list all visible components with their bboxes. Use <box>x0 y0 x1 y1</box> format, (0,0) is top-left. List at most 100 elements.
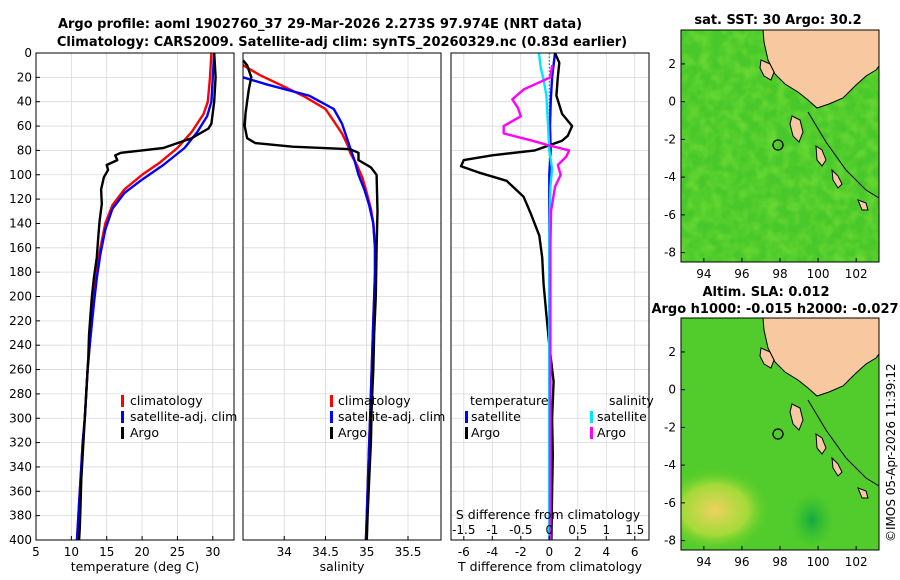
temperature-xticks: 5 10 15 20 25 30 <box>32 536 220 559</box>
map-y-tick-label: -2 <box>664 132 676 146</box>
x-tick-label: 20 <box>134 545 149 559</box>
legend-swatch-satellite-adj <box>330 411 333 423</box>
x-tick-label: 35.5 <box>395 545 422 559</box>
sla-island-simeulue <box>759 347 775 369</box>
map-x-tick-label: 100 <box>807 267 830 281</box>
y-tick-label: 340 <box>9 460 32 474</box>
y-tick-label: 300 <box>9 411 32 425</box>
legend-label-t-argo: Argo <box>471 425 500 440</box>
temperature-yticks: 0 20 40 60 80 100 120 140 160 180 200 220 240 260 280 3… <box>9 46 40 547</box>
sst-island-siberut <box>815 145 827 167</box>
x-tick-label: 34 <box>277 545 292 559</box>
legend-title-temperature: temperature <box>470 393 549 408</box>
y-tick-label: 280 <box>9 387 32 401</box>
legend-label-satellite-adj: satellite-adj. clim <box>338 409 445 424</box>
y-tick-label: 0 <box>24 46 32 60</box>
x-tick-label: 15 <box>99 545 114 559</box>
sla-map-title: Altim. SLA: 0.012 <box>703 285 830 300</box>
legend-swatch-t-argo <box>465 427 468 439</box>
salinity-grid <box>243 52 441 541</box>
y-tick-label: 240 <box>9 338 32 352</box>
legend-label-argo: Argo <box>338 425 367 440</box>
x-tick-label: 30 <box>205 545 220 559</box>
sst-island-nias <box>789 115 804 143</box>
y-tick-label: 40 <box>17 95 32 109</box>
sla-map-ticks: 94 96 98 100 102 -8 -6 -4 -2 0 2 <box>664 345 868 569</box>
x-tick-label: 5 <box>32 545 40 559</box>
series-line-salinity-argo <box>502 65 571 540</box>
x-tick-label: 35 <box>359 545 374 559</box>
credit-timestamp: ©IMOS 05-Apr-2026 11:39:12 <box>884 363 898 542</box>
y-tick-label: 160 <box>9 241 32 255</box>
x-tick-label: 25 <box>170 545 185 559</box>
difference-axes-box <box>450 52 650 541</box>
x-tick-label: 4 <box>602 545 610 559</box>
map-x-tick-label: 102 <box>845 267 868 281</box>
y-tick-label: 260 <box>9 363 32 377</box>
y-tick-label: 60 <box>17 119 32 133</box>
x-tick-label: 0 <box>545 545 553 559</box>
legend-label-s-satellite: satellite <box>597 409 647 424</box>
difference-panel: -6 -4 -2 0 2 4 6 -1.5 -1 -0.5 0 0.5 1 1.5 S differen… <box>450 52 654 574</box>
secondary-x-tick-label: 1 <box>602 523 610 537</box>
y-tick-label: 400 <box>9 533 32 547</box>
legend-swatch-satellite-adj <box>121 411 124 423</box>
secondary-x-tick-label: -1.5 <box>452 523 475 537</box>
sla-island-nias <box>789 403 804 431</box>
map-x-tick-label: 94 <box>696 267 711 281</box>
map-y-tick-label: 2 <box>668 345 676 359</box>
sla-island-pagai <box>831 456 843 477</box>
x-tick-label: 34.5 <box>312 545 339 559</box>
figure-title-line1: Argo profile: aoml 1902760_37 29-Mar-202… <box>58 17 582 32</box>
legend-swatch-s-satellite <box>590 411 593 423</box>
secondary-x-tick-label: -1 <box>486 523 498 537</box>
map-x-tick-label: 94 <box>696 555 711 569</box>
sst-map-title: sat. SST: 30 Argo: 30.2 <box>694 13 861 28</box>
x-tick-label: 2 <box>574 545 582 559</box>
y-tick-label: 120 <box>9 192 32 206</box>
legend-label-t-satellite: satellite <box>471 409 521 424</box>
sst-island-simeulue <box>759 59 775 81</box>
figure-title-line2: Climatology: CARS2009. Satellite-adj cli… <box>57 35 627 50</box>
sst-map-ticks: 94 96 98 100 102 -8 -6 -4 -2 0 2 <box>664 57 868 281</box>
y-tick-label: 180 <box>9 265 32 279</box>
sla-island-enggano <box>857 487 869 499</box>
difference-secondary-xlabel: S difference from climatology <box>456 507 641 522</box>
series-line-temperature-argo <box>459 52 574 541</box>
legend-swatch-argo <box>121 427 124 439</box>
map-x-tick-label: 96 <box>734 555 749 569</box>
legend-swatch-argo <box>330 427 333 439</box>
map-y-tick-label: -8 <box>664 246 676 260</box>
temperature-legend: climatology satellite-adj. clim Argo <box>121 393 237 440</box>
secondary-x-tick-label: 0 <box>545 523 553 537</box>
map-y-tick-label: -4 <box>664 170 676 184</box>
difference-xticks: -6 -4 -2 0 2 4 6 <box>458 536 639 559</box>
salinity-xlabel: salinity <box>320 559 365 574</box>
series-line-satellite-adj-clim <box>242 76 377 541</box>
series-line-argo <box>77 52 217 541</box>
sst-island-enggano <box>857 199 869 211</box>
sst-coastline <box>807 111 879 199</box>
legend-swatch-climatology <box>330 395 333 407</box>
legend-swatch-s-argo <box>590 427 593 439</box>
secondary-x-tick-label: 0.5 <box>568 523 587 537</box>
y-tick-label: 80 <box>17 143 32 157</box>
y-tick-label: 360 <box>9 484 32 498</box>
x-tick-label: 10 <box>64 545 79 559</box>
salinity-panel: 34 34.5 35 35.5 salinity climatology satell… <box>242 52 445 574</box>
map-y-tick-label: -8 <box>664 534 676 548</box>
salinity-legend: climatology satellite-adj. clim Argo <box>330 393 445 440</box>
legend-label-climatology: climatology <box>338 393 411 408</box>
map-x-tick-label: 98 <box>772 555 787 569</box>
map-x-tick-label: 96 <box>734 267 749 281</box>
temperature-panel: 0 20 40 60 80 100 120 140 160 180 200 220 240 260 280 3… <box>9 46 237 574</box>
legend-title-salinity: salinity <box>609 393 654 408</box>
temperature-lines <box>75 52 217 541</box>
series-line-climatology <box>242 64 377 541</box>
x-tick-label: 6 <box>631 545 639 559</box>
legend-swatch-t-satellite <box>465 411 468 423</box>
sla-low-anomaly <box>790 492 834 548</box>
y-tick-label: 380 <box>9 509 32 523</box>
map-x-tick-label: 98 <box>772 267 787 281</box>
legend-label-s-argo: Argo <box>597 425 626 440</box>
